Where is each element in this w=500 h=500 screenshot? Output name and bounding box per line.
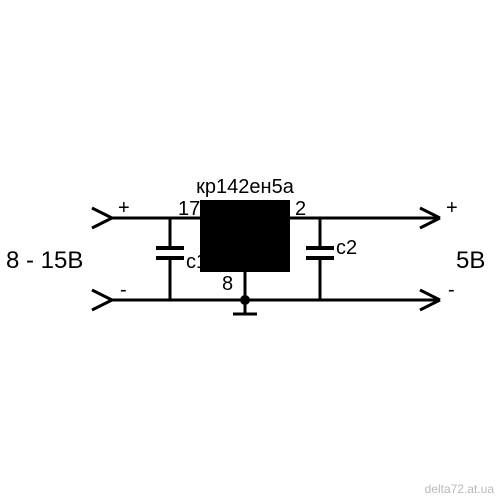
input-neg-terminal [92,290,112,310]
output-pos-sign: + [446,197,458,219]
regulator-label: кр142ен5а [196,176,295,198]
regulator-ic [200,200,290,272]
c1-label: с1 [186,251,207,273]
input-neg-sign: - [120,279,127,301]
input-voltage-label: 8 - 15В [6,247,83,274]
output-voltage-label: 5В [456,247,485,274]
c2-label: с2 [336,237,357,259]
pin-gnd-label: 8 [222,273,233,295]
watermark: delta72.at.ua [425,482,494,496]
capacitor-c1 [156,218,184,300]
voltage-regulator-schematic: кр142ен5а 17 2 8 с1 с2 + - 8 - 15В [0,0,500,500]
capacitor-c2 [306,218,334,300]
input-pos-sign: + [118,197,130,219]
input-pos-terminal [92,208,112,228]
output-neg-sign: - [448,279,455,301]
